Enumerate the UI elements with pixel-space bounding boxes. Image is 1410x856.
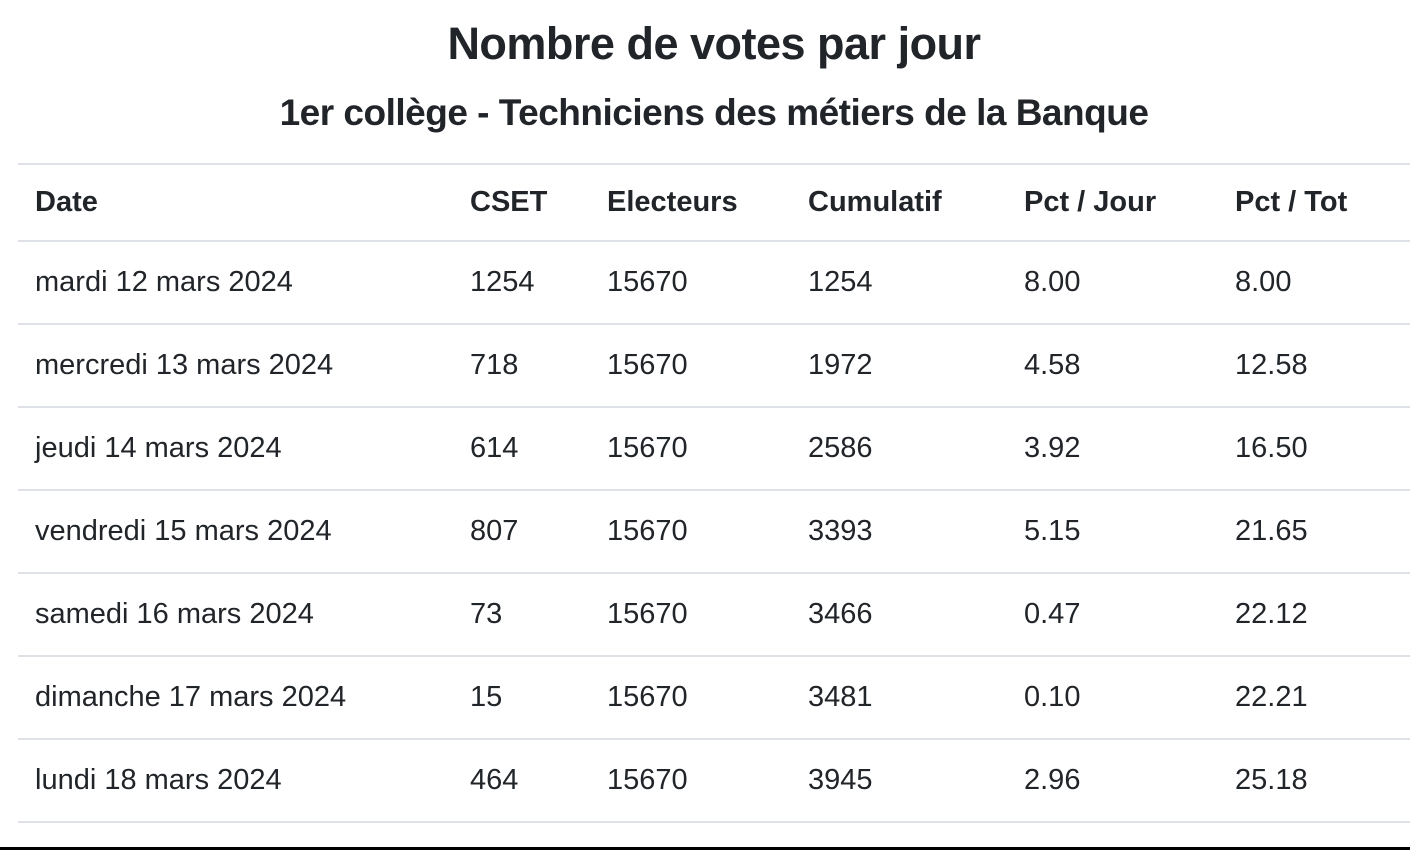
table-cell: 3393 (791, 490, 1007, 574)
column-header: Date (18, 163, 453, 242)
table-cell: 15670 (590, 739, 791, 823)
table-header-row: Date CSET Electeurs Cumulatif Pct / Jour Pct … (18, 163, 1410, 242)
table-cell: mardi 12 mars 2024 (18, 241, 453, 325)
table-head: Date CSET Electeurs Cumulatif Pct / Jour Pct … (18, 163, 1410, 242)
table-row: mercredi 13 mars 2024 718 15670 1972 4.58 12.… (18, 324, 1410, 408)
table-row: jeudi 14 mars 2024 614 15670 2586 3.92 16.50 (18, 407, 1410, 491)
table-cell: 1972 (791, 324, 1007, 408)
table-cell: 15670 (590, 324, 791, 408)
votes-per-day-table: Date CSET Electeurs Cumulatif Pct / Jour Pct … (18, 163, 1410, 823)
table-cell: samedi 16 mars 2024 (18, 573, 453, 657)
table-cell: 3945 (791, 739, 1007, 823)
page-title: Nombre de votes par jour (447, 18, 981, 69)
table-cell: 5.15 (1007, 490, 1218, 574)
table-cell: 15670 (590, 241, 791, 325)
table-cell: 2.96 (1007, 739, 1218, 823)
page-subtitle: 1er collège - Techniciens des métiers de… (279, 92, 1149, 133)
table-cell: 807 (453, 490, 590, 574)
table-cell: 15 (453, 656, 590, 740)
table-cell: 3481 (791, 656, 1007, 740)
table-cell: 15670 (590, 407, 791, 491)
table-cell: 21.65 (1218, 490, 1410, 574)
column-header: Cumulatif (791, 163, 1007, 242)
table-cell: 73 (453, 573, 590, 657)
table-cell: 4.58 (1007, 324, 1218, 408)
table-cell: 464 (453, 739, 590, 823)
table-cell: 15670 (590, 490, 791, 574)
table-cell: dimanche 17 mars 2024 (18, 656, 453, 740)
column-header: Pct / Jour (1007, 163, 1218, 242)
table-cell: 3.92 (1007, 407, 1218, 491)
table-cell: 15670 (590, 573, 791, 657)
table-cell: 16.50 (1218, 407, 1410, 491)
table-cell: 614 (453, 407, 590, 491)
table-row: mardi 12 mars 2024 1254 15670 1254 8.00 8.00 (18, 241, 1410, 325)
table-cell: 1254 (453, 241, 590, 325)
table-cell: 1254 (791, 241, 1007, 325)
table-cell: 2586 (791, 407, 1007, 491)
table-row: samedi 16 mars 2024 73 15670 3466 0.47 22.12 (18, 573, 1410, 657)
table-cell: 25.18 (1218, 739, 1410, 823)
table-cell: mercredi 13 mars 2024 (18, 324, 453, 408)
table-row: lundi 18 mars 2024 464 15670 3945 2.96 25.18 (18, 739, 1410, 823)
table-row: vendredi 15 mars 2024 807 15670 3393 5.15 21.… (18, 490, 1410, 574)
column-header: Electeurs (590, 163, 791, 242)
table-cell: 0.10 (1007, 656, 1218, 740)
table-cell: 12.58 (1218, 324, 1410, 408)
column-header: CSET (453, 163, 590, 242)
table-cell: 15670 (590, 656, 791, 740)
table-cell: vendredi 15 mars 2024 (18, 490, 453, 574)
table-body: mardi 12 mars 2024 1254 15670 1254 8.00 8.00 m… (18, 241, 1410, 823)
table-cell: 22.12 (1218, 573, 1410, 657)
table-row: dimanche 17 mars 2024 15 15670 3481 0.10 22.2… (18, 656, 1410, 740)
report-page: Nombre de votes par jour 1er collège - T… (18, 14, 1410, 823)
bottom-rule (0, 847, 1410, 850)
table-cell: 3466 (791, 573, 1007, 657)
table-cell: 0.47 (1007, 573, 1218, 657)
table-cell: jeudi 14 mars 2024 (18, 407, 453, 491)
table-cell: 8.00 (1218, 241, 1410, 325)
column-header: Pct / Tot (1218, 163, 1410, 242)
table-cell: 718 (453, 324, 590, 408)
table-cell: lundi 18 mars 2024 (18, 739, 453, 823)
table-cell: 8.00 (1007, 241, 1218, 325)
table-cell: 22.21 (1218, 656, 1410, 740)
